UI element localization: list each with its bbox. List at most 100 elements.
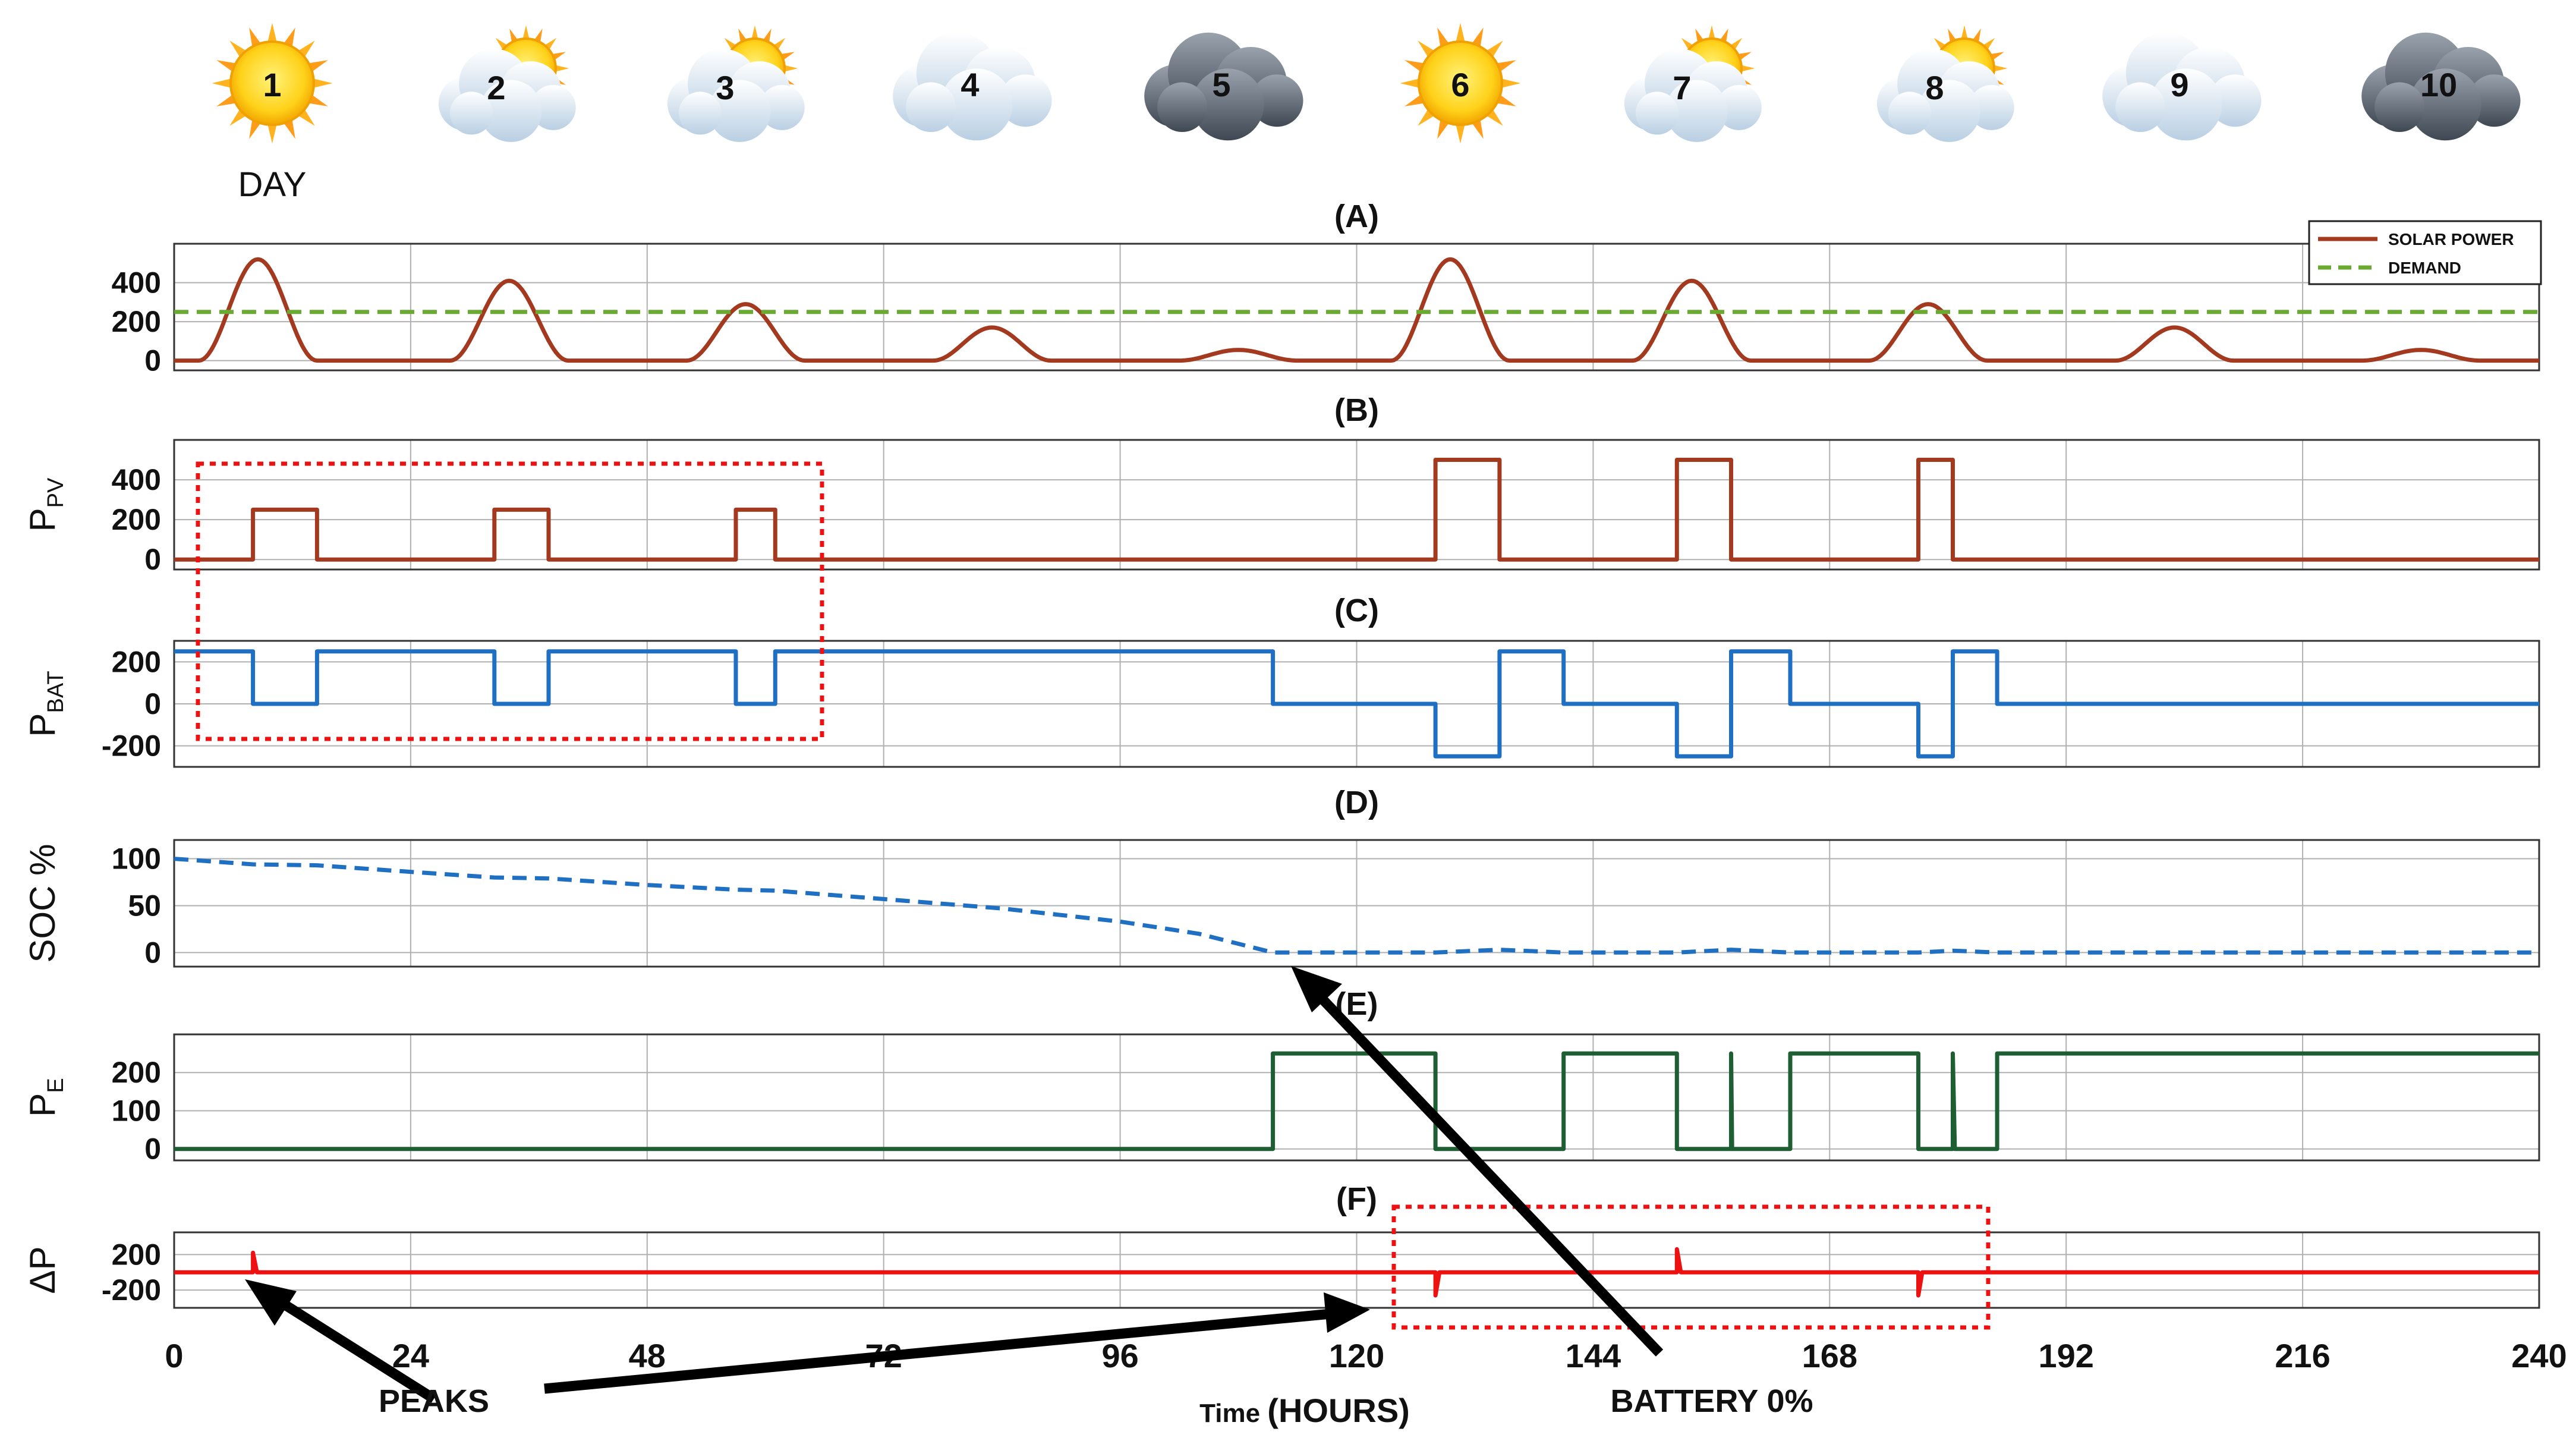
cloud-shape xyxy=(438,49,576,142)
y-axis-label: PPV xyxy=(23,477,68,531)
cloud-puff xyxy=(2115,82,2165,132)
peaks-arrowhead-right xyxy=(1324,1292,1370,1333)
y-axis-label: PBAT xyxy=(23,671,68,737)
sun-behind-cloud-icon xyxy=(1876,25,2014,142)
sun-ray xyxy=(1455,23,1466,46)
legend-box xyxy=(2308,220,2542,285)
y-tick-label: -200 xyxy=(102,729,161,763)
cloud-shape xyxy=(667,49,805,142)
y-axis-label: ΔP xyxy=(23,1246,62,1294)
legend: SOLAR POWER DEMAND xyxy=(2308,220,2542,285)
y-tick-label: 200 xyxy=(112,1238,161,1271)
sun-ray xyxy=(1400,78,1423,89)
plot-frame xyxy=(173,839,2540,968)
panel-d: 0 50 100 (D) SOC % xyxy=(23,785,2540,969)
x-axis-label-unit: (HOURS) xyxy=(1267,1392,1410,1429)
cloud-puff xyxy=(480,80,542,142)
grid xyxy=(174,440,2540,570)
weather-day-9: 9 xyxy=(2102,32,2262,141)
y-axis-label: PE xyxy=(23,1078,68,1116)
x-tick-label: 144 xyxy=(1566,1337,1621,1374)
y-tick-label: 400 xyxy=(112,463,161,496)
y-axis-label-sub: BAT xyxy=(43,671,68,713)
x-tick-label: 240 xyxy=(2511,1337,2566,1374)
day-number: 2 xyxy=(487,69,505,106)
y-tick-label: 400 xyxy=(112,266,161,300)
panel-title: (F) xyxy=(1336,1181,1377,1217)
peaks-arrow-left xyxy=(259,1285,437,1404)
weather-day-3: 3 xyxy=(667,25,805,142)
series-c-line xyxy=(174,649,2539,759)
panel-title: (D) xyxy=(1334,785,1379,820)
cloud-puff xyxy=(1665,80,1728,142)
x-axis-label: Time (HOURS) xyxy=(1199,1392,1410,1429)
y-axis-label-sub: PV xyxy=(43,477,68,508)
x-tick-label: 24 xyxy=(392,1337,429,1374)
sun-ray xyxy=(553,64,569,73)
x-tick-label: 0 xyxy=(165,1337,183,1374)
day-number: 5 xyxy=(1212,66,1230,103)
day-number: 8 xyxy=(1925,69,1944,106)
cloud-puff xyxy=(1251,74,1303,127)
cloud-puff xyxy=(1192,68,1264,141)
day-number: 10 xyxy=(2420,66,2457,103)
y-tick-label: 200 xyxy=(112,503,161,536)
cloud-shape xyxy=(1876,49,2014,142)
day-number: 1 xyxy=(263,66,281,103)
day-number: 7 xyxy=(1673,69,1691,106)
sun-ray xyxy=(1708,25,1716,42)
panel-title: (A) xyxy=(1334,199,1379,234)
cloud-puff xyxy=(2150,68,2222,141)
y-tick-label: 200 xyxy=(112,1056,161,1089)
y-tick-label: 0 xyxy=(144,936,161,969)
weather-day-6: 6 xyxy=(1400,23,1521,144)
cloud-puff xyxy=(940,68,1013,141)
sun-ray xyxy=(1739,64,1755,73)
panel-title: (C) xyxy=(1334,593,1379,628)
series-e-line xyxy=(174,1051,2539,1151)
x-tick-label: 96 xyxy=(1101,1337,1138,1374)
y-tick-label: -200 xyxy=(102,1273,161,1307)
sun-ray xyxy=(310,78,333,89)
series-b-line xyxy=(174,458,2539,562)
weather-day-8: 8 xyxy=(1876,25,2014,142)
y-tick-label: 0 xyxy=(144,687,161,720)
cloud-puff xyxy=(449,92,493,135)
cloud-puff xyxy=(530,84,576,130)
sun-ray xyxy=(1455,121,1466,144)
panel-c: -200 0 200 (C) PBAT xyxy=(23,593,2540,768)
highlight-box-b-c xyxy=(196,461,824,741)
x-tick-label: 192 xyxy=(2038,1337,2093,1374)
y-tick-label: 0 xyxy=(144,344,161,377)
weather-day-4: 4 xyxy=(893,32,1052,141)
sun-icon xyxy=(1400,23,1521,144)
cloud-shape xyxy=(1144,32,1303,141)
plot-frame xyxy=(173,439,2540,571)
dark-cloud-icon xyxy=(1144,32,1303,141)
day-number: 6 xyxy=(1451,66,1469,103)
panel-title: (B) xyxy=(1334,392,1379,428)
cloud-shape xyxy=(893,32,1052,141)
y-axis-label: SOC % xyxy=(23,844,62,962)
grid xyxy=(174,1232,2540,1308)
plot-frame xyxy=(173,243,2540,372)
x-tick-label: 168 xyxy=(1802,1337,1857,1374)
cloud-puff xyxy=(2209,74,2262,127)
cloud-puff xyxy=(1888,92,1932,135)
cloud-puff xyxy=(1157,82,1207,132)
cloud-icon xyxy=(2102,32,2262,141)
x-tick-label: 48 xyxy=(629,1337,666,1374)
series-f-line xyxy=(174,1247,2539,1298)
panels: 0200400(A)0200400(B)PPV-2000200(C)PBAT05… xyxy=(23,199,2540,1309)
cloud-shape xyxy=(2102,32,2262,141)
sun-behind-cloud-icon xyxy=(667,25,805,142)
legend-demand-label: DEMAND xyxy=(2388,259,2461,277)
y-tick-label: 0 xyxy=(144,1132,161,1166)
y-axis-label-main: P xyxy=(23,713,62,737)
sun-disc xyxy=(229,40,315,126)
cloud-puff xyxy=(2375,82,2424,132)
x-axis-label-prefix: Time xyxy=(1199,1399,1267,1428)
